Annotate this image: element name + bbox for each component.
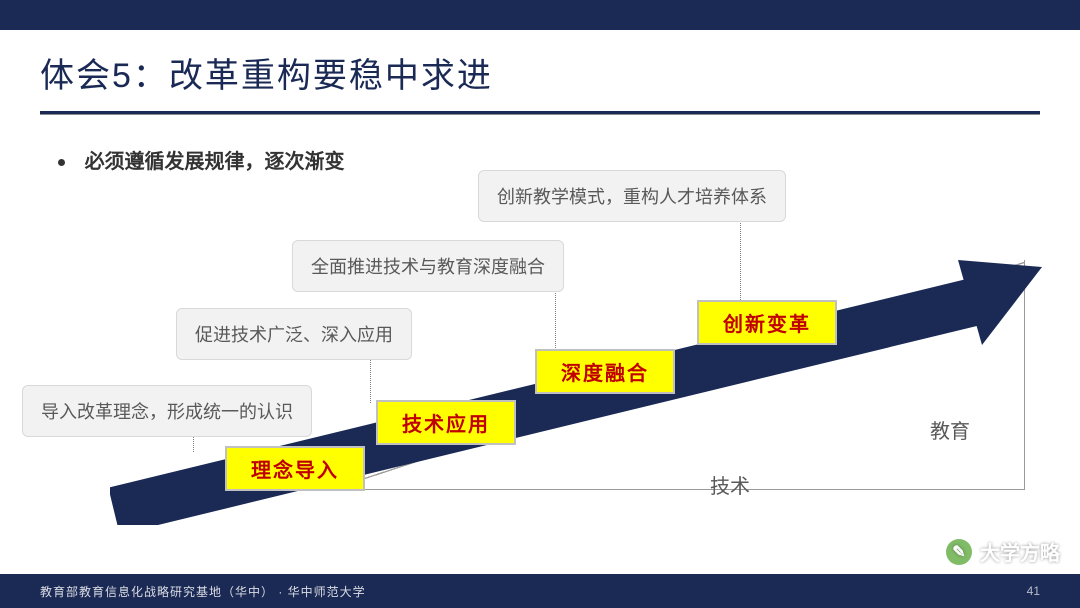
watermark-icon: ✎: [946, 539, 972, 565]
stage-badge: 技术应用: [376, 400, 516, 445]
staircase-diagram: 教育 技术 导入改革理念，形成统一的认识理念导入 促进技术广泛、深入应用技术应用 全…: [0, 160, 1080, 540]
watermark-text: 大学方略: [980, 537, 1060, 566]
slide-footer: 教育部教育信息化战略研究基地（华中） · 华中师范大学 41: [0, 574, 1080, 608]
watermark: ✎ 大学方略: [946, 537, 1060, 566]
triangle-label-tech: 技术: [710, 470, 750, 499]
slide-title: 体会5：改革重构要稳中求进: [40, 48, 1040, 97]
triangle-region: [325, 260, 1025, 490]
slide-top-bar: [0, 0, 1080, 30]
stage-description: 创新教学模式，重构人才培养体系: [478, 170, 786, 222]
stage-badge: 理念导入: [225, 446, 365, 491]
stage-description: 全面推进技术与教育深度融合: [292, 240, 564, 292]
stage-badge: 深度融合: [535, 349, 675, 394]
stage-description: 促进技术广泛、深入应用: [176, 308, 412, 360]
stage-badge: 创新变革: [697, 300, 837, 345]
footer-page-number: 41: [1027, 584, 1040, 598]
footer-affiliation: 教育部教育信息化战略研究基地（华中） · 华中师范大学: [40, 583, 366, 600]
triangle-label-edu: 教育: [930, 415, 970, 444]
stage-description: 导入改革理念，形成统一的认识: [22, 385, 312, 437]
title-area: 体会5：改革重构要稳中求进: [0, 30, 1080, 103]
